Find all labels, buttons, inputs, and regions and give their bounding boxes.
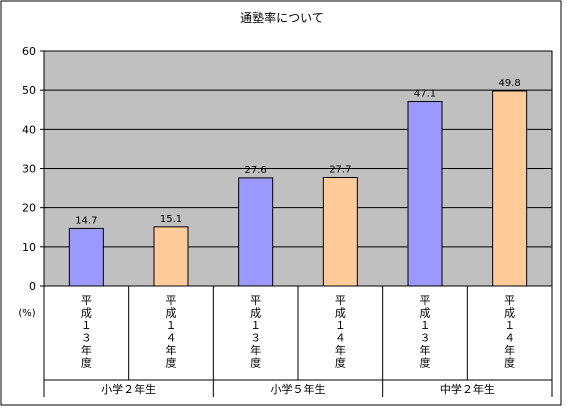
- y-tick-label: 50: [22, 84, 36, 97]
- bar-value-label: 49.8: [499, 78, 521, 89]
- bar-value-label: 47.1: [414, 89, 436, 100]
- x-category-label: 平成１４年度: [335, 294, 346, 370]
- bar-value-label: 27.7: [329, 165, 351, 176]
- bar-value-label: 27.6: [245, 165, 267, 176]
- bar: [407, 101, 443, 287]
- x-axis: 平成１３年度 平成１４年度 平成１３年度 平成１４年度 平成１３年度 平成１４年度小学２年…: [43, 286, 553, 397]
- bar: [322, 177, 358, 287]
- bar-value-label: 15.1: [160, 214, 182, 225]
- x-category-label: 平成１３年度: [250, 294, 261, 370]
- bar: [68, 227, 104, 287]
- x-category-label: 平成１３年度: [420, 294, 431, 370]
- y-tick-label: 20: [22, 202, 36, 215]
- x-category-label: 平成１４年度: [166, 294, 177, 370]
- bar: [153, 226, 189, 287]
- x-group-label: 小学２年生: [101, 382, 156, 396]
- x-group-label: 小学５年生: [271, 382, 326, 396]
- plot-area: 0 10 20 30 40 50 60 14.7 15.1 27.6 27.7 47.1 49.8: [22, 45, 553, 293]
- y-tick-label: 40: [22, 123, 36, 136]
- y-axis-unit: (%): [18, 308, 35, 319]
- x-category-label: 平成１３年度: [81, 294, 92, 370]
- chart-title: 通塾率について: [240, 10, 324, 25]
- bar: [238, 177, 274, 287]
- bar: [492, 90, 528, 287]
- bar-value-label: 14.7: [75, 215, 97, 226]
- y-tick-label: 10: [22, 241, 36, 254]
- y-tick-label: 60: [22, 45, 36, 58]
- x-category-label: 平成１４年度: [504, 294, 515, 370]
- y-tick-label: 0: [29, 280, 36, 293]
- x-group-label: 中学２年生: [440, 382, 495, 396]
- y-tick-label: 30: [22, 163, 36, 176]
